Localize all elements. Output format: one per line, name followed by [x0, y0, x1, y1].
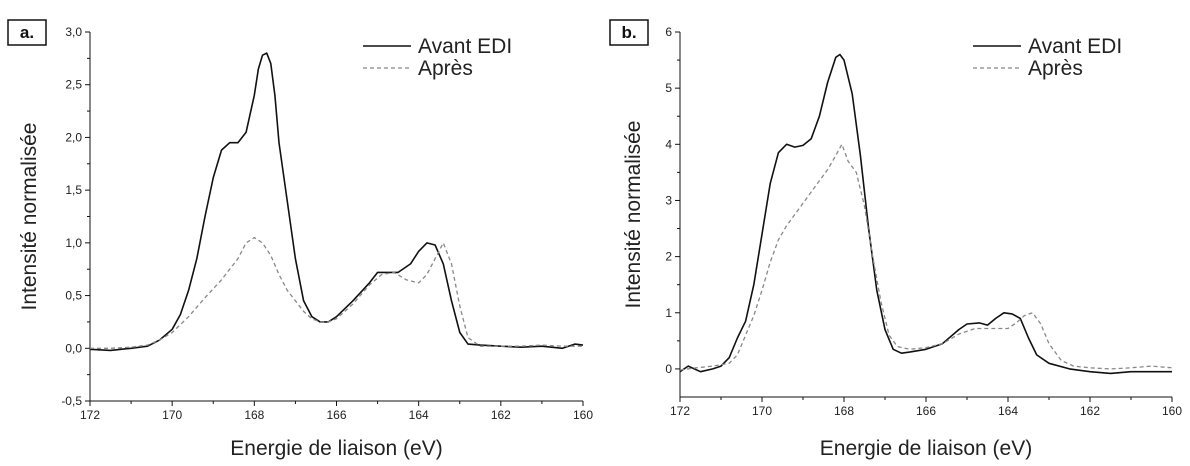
y-tick-label: 6 — [665, 25, 672, 39]
x-tick-label: 172 — [670, 404, 690, 418]
x-tick-label: 162 — [491, 408, 511, 422]
x-tick-label: 172 — [80, 408, 100, 422]
y-axis-title: Intensité normalisée — [622, 121, 645, 309]
series-line-avant-edi — [89, 52, 584, 352]
chart-panel-b: 172 170 168 166 164 162 160 0 1 2 3 4 5 6 Energie de l… — [609, 19, 1182, 460]
y-axis-title: Intensité normalisée — [18, 123, 41, 311]
series-line-apres — [679, 143, 1173, 371]
legend-label: Avant EDI — [418, 35, 512, 58]
x-tick-label: 170 — [162, 408, 182, 422]
y-tick-label: 0,5 — [65, 289, 82, 303]
x-tick-label: 170 — [752, 404, 772, 418]
legend-label: Avant EDI — [1028, 35, 1122, 58]
x-tick-label: 166 — [326, 408, 346, 422]
y-tick-label: 3,0 — [65, 25, 82, 39]
y-tick-label: 0,0 — [65, 341, 82, 355]
y-tick-label: 1 — [665, 306, 672, 320]
x-tick-label: 162 — [1080, 404, 1100, 418]
x-axis-title: Energie de liaison (eV) — [820, 437, 1032, 460]
x-tick-label: 166 — [916, 404, 936, 418]
y-tick-label: 2,0 — [65, 130, 82, 144]
series-line-avant-edi — [679, 53, 1172, 375]
x-tick-label: 160 — [573, 408, 593, 422]
x-tick-label: 168 — [834, 404, 854, 418]
panel-label-box — [609, 19, 649, 46]
x-tick-label: 164 — [998, 404, 1018, 418]
x-tick-label: 160 — [1162, 404, 1182, 418]
y-tick-label: 1,0 — [65, 236, 82, 250]
y-tick-label: -0,5 — [61, 394, 82, 408]
panel-label: b. — [621, 23, 636, 42]
y-tick-label: 2,5 — [65, 78, 82, 92]
panel-label-box — [7, 19, 47, 46]
x-tick-label: 168 — [244, 408, 264, 422]
series-line-apres — [90, 236, 583, 349]
y-tick-label: 5 — [665, 81, 672, 95]
y-tick-label: 2 — [665, 250, 672, 264]
legend-label: Après — [1028, 57, 1083, 80]
x-tick-label: 164 — [409, 408, 429, 422]
y-tick-label: 1,5 — [65, 183, 82, 197]
legend-label: Après — [418, 57, 473, 80]
x-axis-title: Energie de liaison (eV) — [230, 437, 442, 460]
y-tick-label: 0 — [665, 362, 672, 376]
y-tick-label: 3 — [665, 193, 672, 207]
panel-label: a. — [20, 23, 34, 42]
y-tick-label: 4 — [665, 137, 672, 151]
chart-panel-a: 172 170 168 166 164 162 160 -0,5 0,0 0,5 1,0 1,5 2,0… — [7, 19, 593, 460]
